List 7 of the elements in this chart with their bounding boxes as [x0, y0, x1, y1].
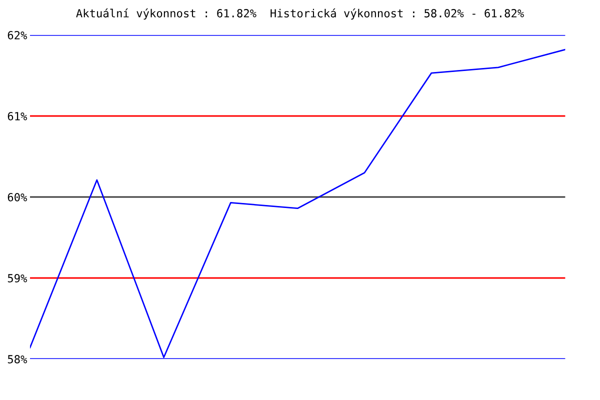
chart-title: Aktuální výkonnost : 61.82% Historická výkonnost : 58.02% - 61.82%	[76, 8, 524, 20]
y-tick-label: 58%	[8, 355, 28, 364]
y-tick-label: 60%	[8, 193, 28, 202]
line-series	[30, 48, 566, 358]
y-tick-label: 59%	[8, 274, 28, 282]
y-tick-label: 62%	[8, 31, 28, 40]
y-tick-label: 61%	[8, 112, 28, 120]
